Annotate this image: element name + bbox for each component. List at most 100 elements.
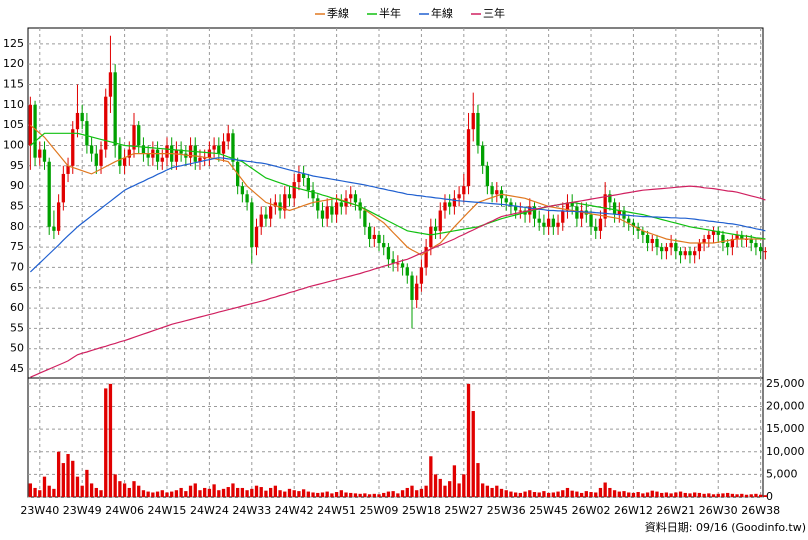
- candle-body: [245, 194, 249, 203]
- candle-body: [259, 214, 263, 227]
- candle-body: [495, 190, 499, 195]
- volume-bar: [678, 491, 683, 497]
- volume-bar: [542, 491, 546, 497]
- x-tick-label: 24W24: [190, 504, 229, 517]
- candle-body: [349, 194, 353, 199]
- candle-body: [367, 226, 372, 239]
- volume-bar: [589, 492, 593, 497]
- candle-body: [735, 234, 739, 239]
- volume-bar: [410, 485, 414, 497]
- volume-bar: [141, 490, 146, 497]
- volume-bar: [763, 495, 768, 497]
- candle-body: [476, 112, 480, 146]
- candle-body: [264, 214, 268, 219]
- volume-bar: [137, 485, 141, 497]
- candle-body: [104, 96, 108, 150]
- candle-body: [509, 202, 513, 207]
- candle-body: [730, 238, 735, 248]
- volume-bar: [546, 492, 551, 497]
- candle-body: [546, 218, 551, 227]
- volume-bar: [306, 491, 310, 497]
- volume-bar: [203, 487, 207, 497]
- volume-bar: [160, 490, 164, 497]
- candle-body: [650, 238, 654, 244]
- volume-bar: [292, 490, 296, 497]
- volume-bar: [617, 491, 621, 497]
- volume-bar: [716, 493, 720, 497]
- y2-tick-label: 5,000: [766, 467, 798, 480]
- volume-bar: [311, 492, 315, 497]
- candle-body: [52, 226, 56, 231]
- candle-body: [471, 112, 475, 130]
- candle-body: [570, 202, 574, 207]
- volume-bar: [367, 494, 372, 497]
- volume-bar: [240, 487, 245, 497]
- volume-bar: [99, 490, 103, 497]
- x-tick-label: 26W30: [699, 504, 738, 517]
- candle-body: [429, 226, 433, 248]
- volume-bar: [330, 493, 334, 497]
- candle-body: [165, 145, 169, 158]
- volume-bar: [89, 483, 94, 497]
- volume-bar: [71, 460, 75, 497]
- candle-body: [631, 222, 636, 227]
- volume-bar: [570, 490, 574, 497]
- candle-body: [377, 234, 381, 244]
- candle-body: [198, 157, 202, 162]
- volume-bar: [702, 493, 706, 497]
- x-tick-label: 24W15: [148, 504, 187, 517]
- volume-bar: [674, 492, 678, 497]
- volume-bar: [612, 490, 617, 497]
- volume-bar: [382, 492, 386, 497]
- volume-bar: [631, 492, 636, 497]
- y-tick-label: 95: [10, 159, 24, 172]
- candle-body: [749, 238, 753, 244]
- y-tick-label: 65: [10, 281, 24, 294]
- volume-bar: [429, 456, 433, 497]
- volume-bar: [386, 491, 391, 497]
- volume-bar: [316, 492, 320, 497]
- candle-body: [132, 125, 136, 150]
- volume-bar: [551, 492, 555, 497]
- volume-bar: [170, 491, 174, 497]
- volume-bar: [415, 490, 419, 497]
- volume-bar: [38, 490, 42, 497]
- volume-bar: [754, 493, 758, 497]
- volume-bar: [339, 490, 343, 497]
- legend-label: 季線: [327, 6, 349, 20]
- volume-bar: [749, 494, 753, 497]
- volume-bar: [325, 491, 329, 497]
- volume-bar: [457, 483, 461, 497]
- candle-body: [311, 190, 315, 199]
- candle-body: [556, 222, 560, 227]
- volume-bar: [518, 492, 523, 497]
- y2-tick-label: 20,000: [766, 400, 805, 413]
- candle-body: [740, 234, 744, 239]
- candle-body: [707, 234, 711, 239]
- volume-bar: [664, 492, 669, 497]
- y-tick-label: 100: [3, 138, 24, 151]
- candle-body: [433, 226, 438, 231]
- candle-body: [542, 222, 546, 227]
- candle-body: [155, 149, 160, 162]
- x-tick-label: 26W21: [656, 504, 695, 517]
- volume-bar: [264, 490, 268, 497]
- y2-tick-label: 25,000: [766, 377, 805, 390]
- y-tick-label: 115: [3, 78, 24, 91]
- volume-bar: [504, 490, 508, 497]
- volume-bar: [579, 492, 584, 497]
- candle-body: [89, 145, 94, 154]
- volume-bar: [28, 483, 33, 497]
- y-tick-label: 60: [10, 301, 24, 314]
- volume-bar: [603, 482, 607, 497]
- candle-body: [641, 230, 645, 235]
- volume-bar: [490, 487, 494, 497]
- volume-bar: [259, 487, 263, 497]
- volume-bar: [113, 474, 117, 497]
- candle-body: [627, 218, 631, 223]
- candle-body: [561, 210, 565, 223]
- volume-bar: [94, 487, 98, 497]
- volume-bar: [349, 492, 353, 497]
- volume-bar: [179, 487, 183, 497]
- y2-tick-label: 15,000: [766, 422, 805, 435]
